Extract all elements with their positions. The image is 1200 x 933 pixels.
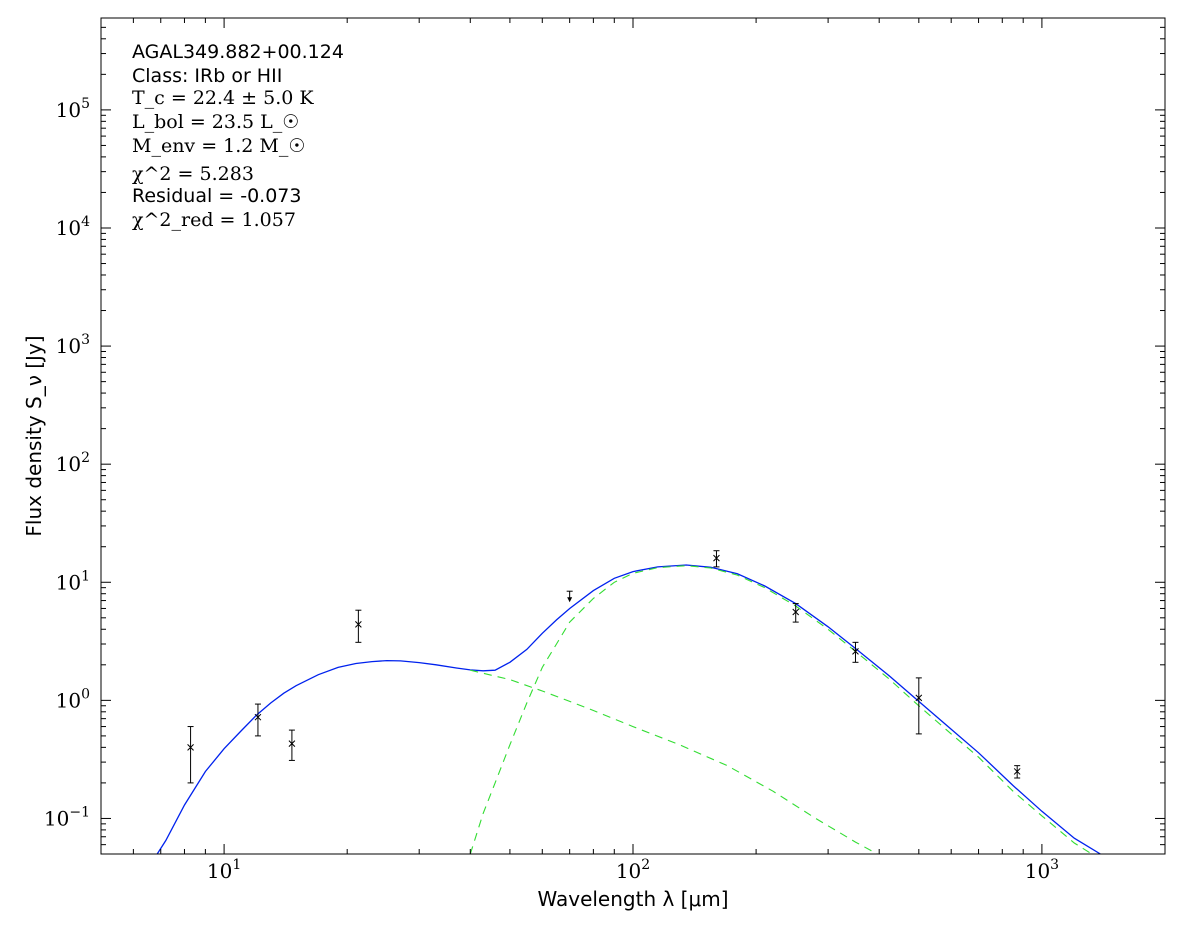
data-point (187, 743, 194, 751)
y-tick-label: 10−1 (44, 804, 90, 830)
plot-frame (100, 17, 1166, 855)
data-point (713, 554, 720, 562)
data-point (254, 713, 262, 721)
y-tick-label: 102 (56, 450, 90, 476)
y-tick-label: 103 (56, 332, 90, 358)
data-point (288, 740, 296, 747)
data-point (355, 621, 362, 628)
data-point (792, 608, 800, 616)
data-point (915, 694, 923, 702)
y-tick-label: 100 (56, 686, 90, 712)
chi2-label: χ^2 = 5.283 (132, 163, 254, 185)
total-model-curve (156, 564, 1101, 854)
residual-label: Residual = -0.073 (132, 185, 302, 207)
component-curve-1 (469, 565, 1093, 854)
plot-background (101, 18, 1165, 854)
annotation-block: AGAL349.882+00.124 Class: IRb or HII T_c… (132, 41, 344, 231)
y-tick-label: 104 (56, 214, 90, 240)
menv-label: M_env = 1.2 M_☉ (132, 135, 305, 157)
x-axis-label: Wavelength λ [μm] (537, 887, 728, 911)
y-axis-label: Flux density S_ν [Jy] (22, 335, 46, 536)
x-tick-label: 102 (616, 857, 650, 883)
data-point (1013, 768, 1021, 775)
data-points (187, 550, 1021, 784)
y-tick-label: 105 (56, 96, 90, 122)
component-curve-2 (470, 669, 879, 854)
axis-ticks: 101 102 103 10−1 100 101 102 103 104 105 (44, 17, 1166, 883)
chi2-red-label: χ^2_red = 1.057 (132, 209, 296, 231)
data-point (852, 647, 859, 655)
source-name: AGAL349.882+00.124 (132, 41, 344, 63)
class-label: Class: IRb or HII (132, 65, 282, 87)
model-curves (156, 564, 1101, 854)
x-tick-label: 103 (1025, 857, 1059, 883)
upper-limit-arrow (567, 597, 573, 603)
y-tick-label: 101 (56, 568, 90, 594)
x-tick-label: 101 (207, 857, 241, 883)
lbol-label: L_bol = 23.5 L_☉ (132, 111, 299, 133)
tc-label: T_c = 22.4 ± 5.0 K (132, 87, 314, 109)
